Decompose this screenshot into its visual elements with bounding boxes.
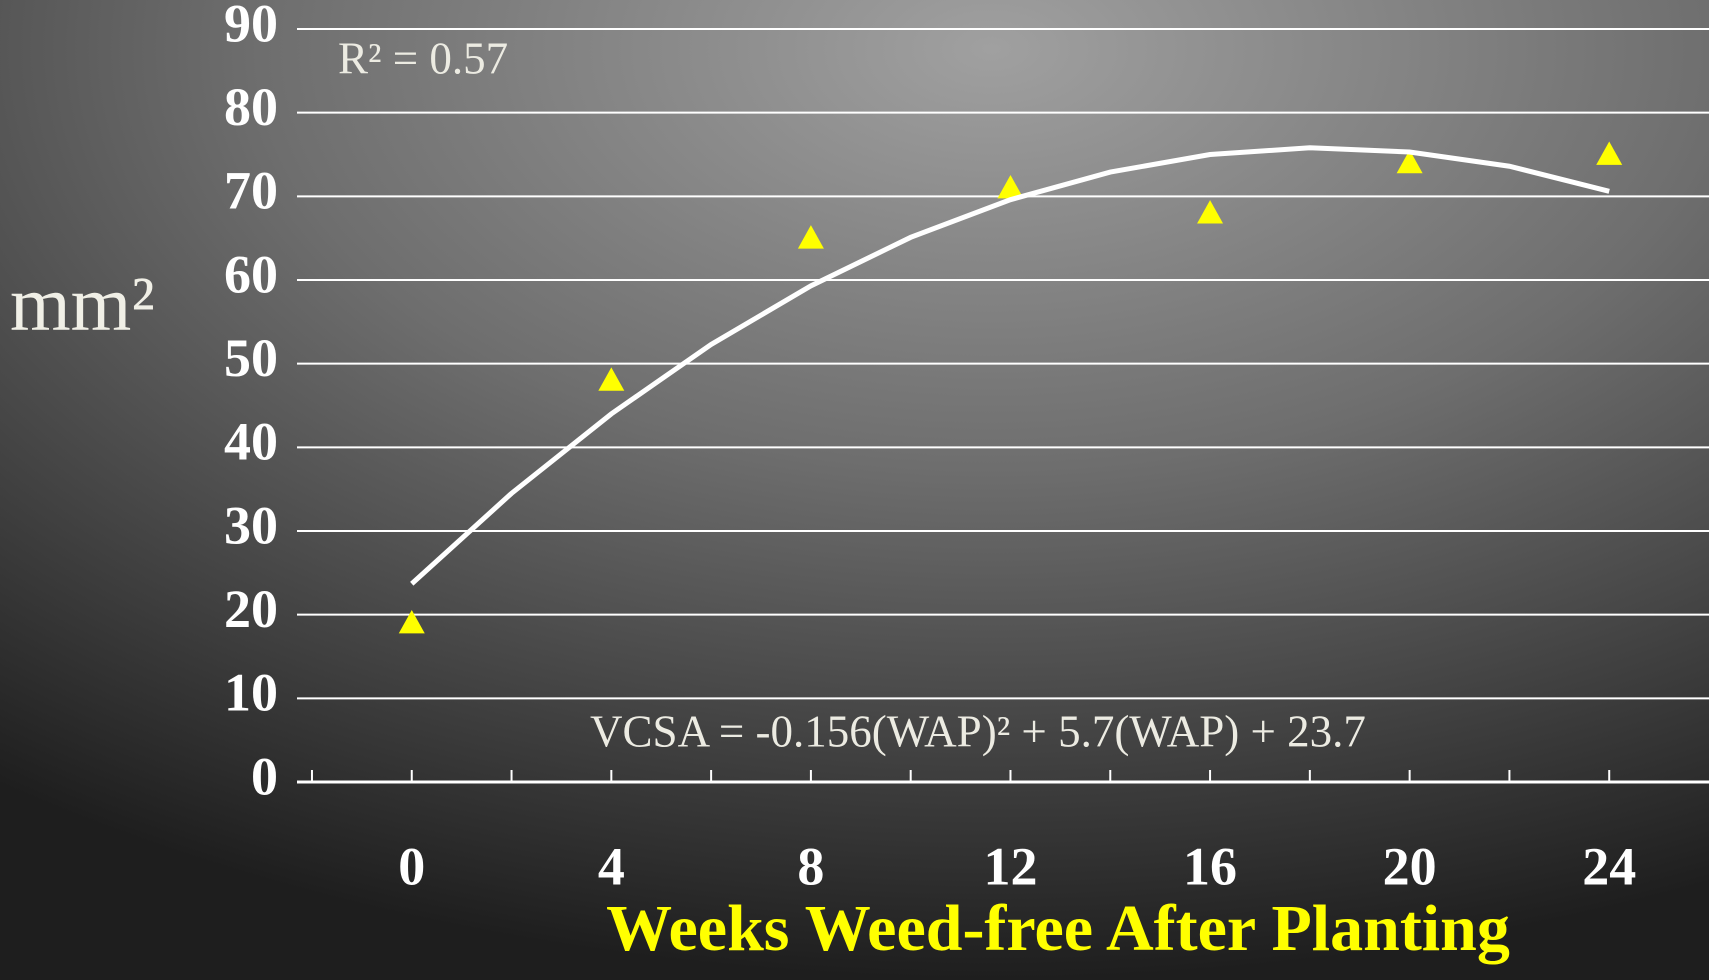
x-tick-label: 16 xyxy=(1183,836,1237,896)
equation: VCSA = -0.156(WAP)² + 5.7(WAP) + 23.7 xyxy=(590,706,1366,756)
y-tick-label: 30 xyxy=(224,495,278,555)
y-tick-label: 80 xyxy=(224,77,278,137)
data-point xyxy=(1197,200,1224,224)
data-point xyxy=(1596,141,1623,165)
data-point xyxy=(1396,149,1423,174)
x-tick-label: 4 xyxy=(598,836,625,896)
data-point xyxy=(797,225,824,249)
x-tick-label: 20 xyxy=(1383,836,1437,896)
x-axis-label: Weeks Weed-free After Planting xyxy=(606,892,1510,965)
x-tick-label: 12 xyxy=(983,836,1037,896)
data-point xyxy=(997,174,1024,199)
y-tick-label: 20 xyxy=(224,579,278,639)
data-point xyxy=(598,367,625,391)
y-tick-label: 60 xyxy=(224,244,278,304)
y-axis-label: mm² xyxy=(10,260,155,347)
fit-curve xyxy=(410,145,1610,586)
y-tick-label: 40 xyxy=(224,412,278,472)
data-point xyxy=(398,610,425,634)
y-tick-label: 70 xyxy=(224,161,278,221)
x-tick-label: 24 xyxy=(1582,836,1636,896)
r-squared: R² = 0.57 xyxy=(338,33,508,83)
x-tick-label: 8 xyxy=(797,836,824,896)
y-tick-label: 50 xyxy=(224,328,278,388)
y-tick-label: 90 xyxy=(224,0,278,53)
x-tick-label: 0 xyxy=(398,836,425,896)
y-tick-label: 10 xyxy=(224,663,278,723)
y-tick-label: 0 xyxy=(251,746,278,806)
